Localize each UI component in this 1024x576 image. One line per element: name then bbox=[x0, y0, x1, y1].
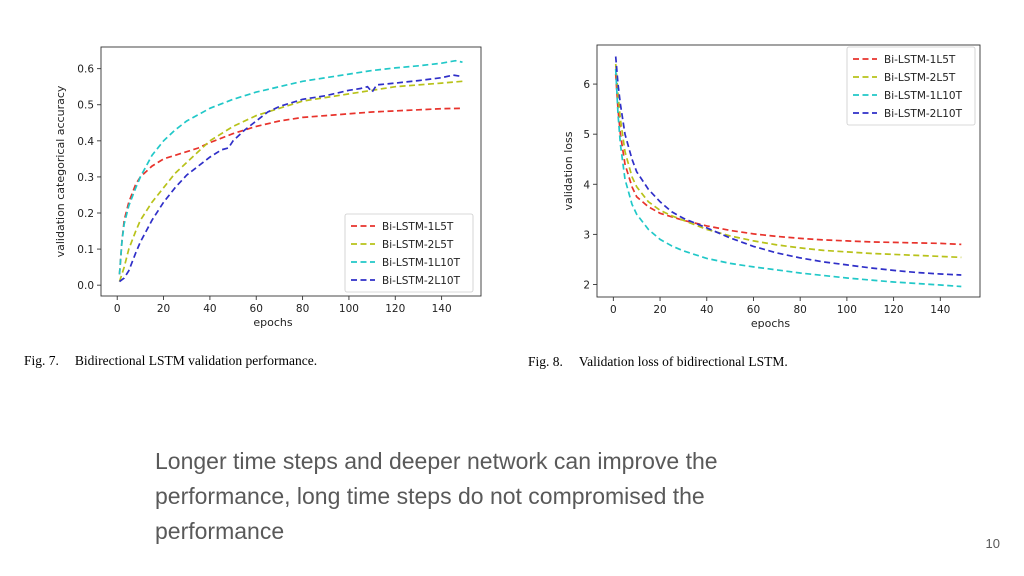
x-tick-label: 100 bbox=[837, 304, 857, 316]
fig7-caption: Fig. 7. Bidirectional LSTM validation per… bbox=[24, 353, 317, 369]
x-tick-label: 20 bbox=[653, 304, 666, 316]
x-tick-label: 80 bbox=[296, 303, 309, 315]
y-tick-label: 3 bbox=[583, 229, 590, 241]
legend-box bbox=[846, 46, 976, 126]
fig8-caption: Fig. 8. Validation loss of bidirectional … bbox=[528, 354, 788, 370]
legend-label-4: Bi-LSTM-2L10T bbox=[884, 108, 963, 120]
legend-box bbox=[344, 213, 474, 293]
y-axis-label: validation categorical accuracy bbox=[54, 85, 67, 257]
series-group bbox=[614, 56, 962, 288]
x-axis-label: epochs bbox=[253, 316, 292, 329]
y-tick-label: 0.1 bbox=[77, 244, 94, 256]
x-tick-label: 100 bbox=[339, 303, 359, 315]
x-tick-label: 80 bbox=[793, 304, 806, 316]
legend-label-3: Bi-LSTM-1L10T bbox=[884, 90, 963, 102]
series-line-1 bbox=[118, 107, 463, 275]
x-tick-label: 0 bbox=[114, 303, 121, 315]
x-axis-label: epochs bbox=[751, 317, 790, 330]
x-tick-label: 60 bbox=[747, 304, 760, 316]
x-tick-label: 60 bbox=[250, 303, 263, 315]
y-tick-label: 0.4 bbox=[77, 136, 94, 148]
series-line-2 bbox=[118, 80, 463, 282]
series-line-4 bbox=[614, 56, 962, 276]
series-line-3 bbox=[614, 68, 962, 288]
legend-label-2: Bi-LSTM-2L5T bbox=[382, 239, 454, 251]
x-tick-label: 120 bbox=[385, 303, 405, 315]
y-tick-label: 0.6 bbox=[77, 64, 94, 76]
legend-label-3: Bi-LSTM-1L10T bbox=[382, 257, 461, 269]
y-tick-label: 0.5 bbox=[77, 100, 94, 112]
y-axis-label: validation loss bbox=[562, 131, 575, 210]
legend-label-1: Bi-LSTM-1L5T bbox=[382, 221, 454, 233]
y-tick-label: 6 bbox=[583, 79, 590, 91]
y-tick-label: 0.2 bbox=[77, 208, 94, 220]
fig8-number: Fig. 8. bbox=[528, 354, 563, 369]
legend: Bi-LSTM-1L5T Bi-LSTM-2L5T Bi-LSTM-1L10T Bi-… bbox=[846, 46, 976, 126]
x-tick-label: 0 bbox=[610, 304, 617, 316]
legend-label-1: Bi-LSTM-1L5T bbox=[884, 54, 956, 66]
x-tick-label: 20 bbox=[157, 303, 170, 315]
x-tick-label: 120 bbox=[884, 304, 904, 316]
page-number: 10 bbox=[985, 536, 1000, 551]
x-tick-label: 40 bbox=[203, 303, 216, 315]
plot-frame bbox=[100, 46, 482, 297]
loss-chart: 0 20 40 60 80 100 120 140 2 3 4 5 6 epochs validation … bbox=[562, 44, 981, 330]
legend-label-4: Bi-LSTM-2L10T bbox=[382, 275, 461, 287]
x-tick-label: 40 bbox=[700, 304, 713, 316]
slide-body-text: Longer time steps and deeper network can… bbox=[155, 448, 718, 544]
series-line-4 bbox=[118, 74, 463, 283]
series-group bbox=[118, 59, 463, 283]
y-tick-label: 4 bbox=[583, 179, 590, 191]
fig7-caption-text: Bidirectional LSTM validation performanc… bbox=[74, 353, 318, 368]
y-tick-label: 0.0 bbox=[77, 280, 94, 292]
accuracy-chart: 0 20 40 60 80 100 120 140 0.0 0.1 0.2 0.3 0.4 0.5 0.6 e… bbox=[54, 46, 482, 329]
x-tick-label: 140 bbox=[432, 303, 452, 315]
y-tick-label: 2 bbox=[583, 279, 590, 291]
y-tick-label: 5 bbox=[583, 129, 590, 141]
legend: Bi-LSTM-1L5T Bi-LSTM-2L5T Bi-LSTM-1L10T Bi-… bbox=[344, 213, 474, 293]
fig8-caption-text: Validation loss of bidirectional LSTM. bbox=[578, 354, 788, 369]
legend-label-2: Bi-LSTM-2L5T bbox=[884, 72, 956, 84]
fig7-number: Fig. 7. bbox=[24, 353, 59, 368]
plot-frame bbox=[596, 44, 981, 298]
y-tick-label: 0.3 bbox=[77, 172, 94, 184]
series-line-1 bbox=[614, 74, 962, 246]
x-tick-label: 140 bbox=[930, 304, 950, 316]
